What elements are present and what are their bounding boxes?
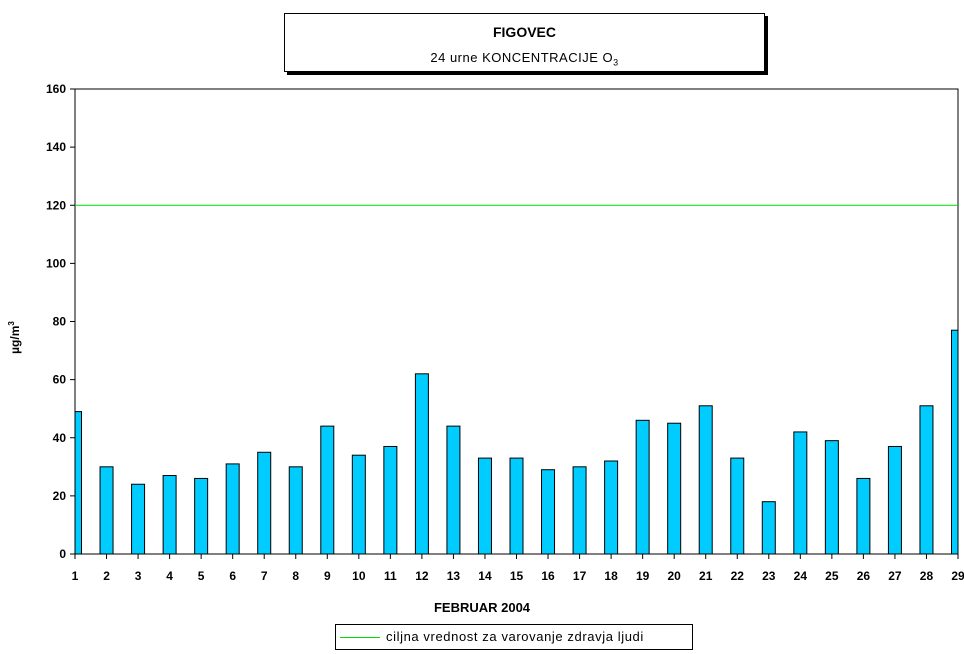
x-tick-label-1: 1 [72, 569, 79, 583]
x-tick-label-19: 19 [636, 569, 650, 583]
x-tick-label-3: 3 [135, 569, 142, 583]
bar-22 [730, 457, 745, 555]
bar-10 [351, 454, 366, 555]
bar-28 [919, 405, 934, 555]
x-tick-label-7: 7 [261, 569, 268, 583]
legend-label: ciljna vrednost za varovanje zdravja lju… [386, 629, 644, 644]
x-tick-label-25: 25 [825, 569, 839, 583]
x-tick-label-2: 2 [103, 569, 110, 583]
bar-3 [131, 483, 146, 555]
x-tick-label-17: 17 [573, 569, 587, 583]
legend-swatch [340, 637, 380, 638]
y-tick-label-0: 0 [59, 547, 66, 561]
chart-title: FIGOVEC [492, 24, 556, 40]
y-axis-label: µg/m3 [6, 321, 22, 354]
x-tick-label-12: 12 [415, 569, 429, 583]
bar-1 [74, 411, 82, 555]
bar-14 [477, 457, 492, 555]
x-tick-label-8: 8 [292, 569, 299, 583]
y-tick-label-160: 160 [46, 82, 66, 96]
bar-19 [635, 419, 650, 555]
bar-20 [667, 422, 682, 555]
y-tick-label-40: 40 [53, 431, 67, 445]
chart-title-box: FIGOVEC 24 urne KONCENTRACIJE O3 [284, 13, 765, 72]
bar-4 [162, 475, 177, 555]
x-tick-label-9: 9 [324, 569, 331, 583]
legend: ciljna vrednost za varovanje zdravja lju… [335, 624, 693, 650]
bar-17 [572, 466, 587, 555]
bar-5 [194, 477, 209, 555]
y-tick-label-20: 20 [53, 489, 67, 503]
x-tick-label-14: 14 [478, 569, 492, 583]
x-tick-label-4: 4 [166, 569, 173, 583]
x-tick-label-29: 29 [951, 569, 964, 583]
x-tick-label-15: 15 [510, 569, 524, 583]
x-tick-label-18: 18 [604, 569, 618, 583]
y-tick-label-100: 100 [46, 256, 66, 270]
x-tick-label-22: 22 [731, 569, 745, 583]
bar-9 [320, 425, 335, 555]
bar-2 [99, 466, 114, 555]
bar-6 [225, 463, 240, 555]
x-tick-label-5: 5 [198, 569, 205, 583]
bar-12 [414, 373, 429, 555]
bar-13 [446, 425, 461, 555]
bar-16 [541, 469, 556, 555]
bar-26 [856, 477, 871, 555]
x-tick-label-20: 20 [667, 569, 681, 583]
chart-subtitle: 24 urne KONCENTRACIJE O3 [430, 50, 619, 68]
x-axis-label: FEBRUAR 2004 [433, 600, 531, 615]
y-tick-label-80: 80 [53, 315, 67, 329]
y-tick-label-120: 120 [46, 198, 66, 212]
x-tick-label-16: 16 [541, 569, 555, 583]
bar-18 [604, 460, 619, 555]
x-tick-label-11: 11 [384, 569, 397, 583]
x-tick-label-10: 10 [352, 569, 366, 583]
bar-21 [698, 405, 713, 555]
x-tick-label-24: 24 [794, 569, 808, 583]
y-tick-label-140: 140 [46, 140, 66, 154]
bar-7 [257, 451, 272, 555]
bar-11 [383, 445, 398, 555]
bar-24 [793, 431, 808, 555]
bar-8 [288, 466, 303, 555]
x-tick-label-26: 26 [857, 569, 871, 583]
y-tick-label-60: 60 [53, 373, 67, 387]
x-tick-label-21: 21 [699, 569, 713, 583]
bar-25 [824, 440, 839, 555]
x-tick-label-6: 6 [229, 569, 236, 583]
x-tick-label-13: 13 [447, 569, 461, 583]
bar-29 [951, 329, 959, 555]
bar-15 [509, 457, 524, 555]
x-tick-label-23: 23 [762, 569, 776, 583]
bar-23 [761, 501, 776, 555]
x-tick-label-28: 28 [920, 569, 934, 583]
bar-27 [887, 445, 902, 555]
x-tick-label-27: 27 [888, 569, 902, 583]
